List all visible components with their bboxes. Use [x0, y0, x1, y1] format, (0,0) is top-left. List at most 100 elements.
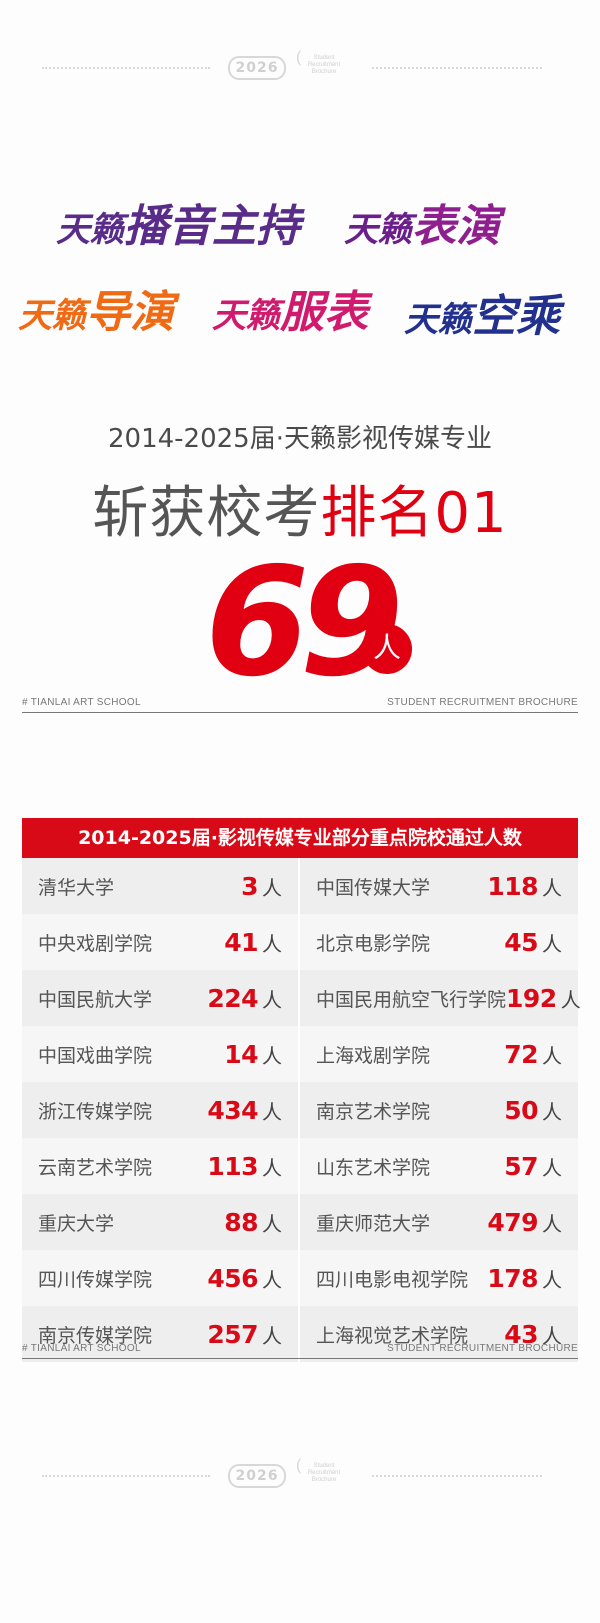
table-cell: 重庆师范大学 479 人 [300, 1194, 578, 1250]
table-cell: 南京传媒学院 257 人 [22, 1306, 300, 1362]
headline: 斩获校考排名01 [0, 468, 600, 549]
table-cell: 重庆大学 88 人 [22, 1194, 300, 1250]
school-name: 云南艺术学院 [38, 1156, 153, 1179]
pass-count: 456 [207, 1263, 258, 1293]
pass-count: 434 [207, 1095, 258, 1125]
school-name: 四川传媒学院 [38, 1268, 153, 1291]
school-name: 南京传媒学院 [38, 1324, 153, 1347]
school-name: 山东艺术学院 [316, 1156, 431, 1179]
tag-line: Recruitment [307, 62, 341, 68]
dotted-divider [42, 1475, 210, 1477]
school-name: 中央戏剧学院 [38, 932, 153, 955]
count-unit: 人 [262, 1155, 282, 1180]
tag-line: Student [313, 55, 335, 61]
table-cell: 上海视觉艺术学院 43 人 [300, 1306, 578, 1362]
table-cell: 上海戏剧学院 72 人 [300, 1026, 578, 1082]
pass-count: 178 [487, 1263, 538, 1293]
headline-highlight: 排名01 [320, 481, 508, 546]
school-name: 中国民航大学 [38, 988, 153, 1011]
table-cell: 云南艺术学院 113 人 [22, 1138, 300, 1194]
count-unit: 人 [542, 1043, 562, 1068]
logo-fashion-show: 天籁服表 [212, 287, 368, 338]
headline-prefix: 斩获校考 [92, 481, 321, 546]
year-badge: 2026 [228, 1464, 286, 1488]
footer-left-label: # TIANLAI ART SCHOOL [22, 1343, 141, 1354]
pass-count: 3 [241, 871, 258, 901]
dotted-divider [372, 1475, 542, 1477]
count-unit: 人 [542, 1323, 562, 1348]
footer-right-label: STUDENT RECRUITMENT BROCHURE [387, 697, 578, 708]
logo-directing: 天籁导演 [18, 287, 174, 338]
school-name: 中国传媒大学 [316, 876, 431, 899]
table-cell: 中央戏剧学院 41 人 [22, 914, 300, 970]
count-unit: 人 [560, 987, 581, 1012]
tag-line: Student [313, 1463, 335, 1469]
count-unit-badge: 人 [362, 624, 412, 674]
count-unit: 人 [262, 931, 282, 956]
table-cell: 北京电影学院 45 人 [300, 914, 578, 970]
table-cell: 中国传媒大学 118 人 [300, 858, 578, 914]
dotted-divider [372, 67, 542, 69]
pass-count: 479 [487, 1207, 538, 1237]
pass-count: 43 [504, 1319, 538, 1349]
pass-count: 224 [207, 983, 258, 1013]
table-cell: 四川电影电视学院 178 人 [300, 1250, 578, 1306]
school-name: 上海戏剧学院 [316, 1044, 431, 1067]
logo-flight-attendant: 天籁空乘 [404, 291, 560, 342]
pass-count: 88 [224, 1207, 258, 1237]
school-name: 上海视觉艺术学院 [316, 1324, 469, 1347]
count-unit: 人 [542, 1267, 562, 1292]
logo-acting: 天籁表演 [344, 201, 500, 252]
school-name: 重庆大学 [38, 1212, 115, 1235]
pass-count: 41 [224, 927, 258, 957]
count-unit: 人 [262, 875, 282, 900]
count-unit: 人 [542, 931, 562, 956]
count-unit: 人 [262, 1211, 282, 1236]
year-badge: 2026 [228, 56, 286, 80]
tag-line: Brochure [311, 1477, 337, 1483]
count-unit: 人 [262, 1043, 282, 1068]
count-unit: 人 [542, 1155, 562, 1180]
tag-line: Recruitment [307, 1470, 341, 1476]
footer-right-label: STUDENT RECRUITMENT BROCHURE [387, 1343, 578, 1354]
pass-count: 14 [224, 1039, 258, 1069]
count-unit: 人 [262, 987, 282, 1012]
table-cell: 清华大学 3 人 [22, 858, 300, 914]
table-title: 2014-2025届·影视传媒专业部分重点院校通过人数 [22, 818, 578, 858]
count-unit: 人 [542, 875, 562, 900]
pass-count: 118 [487, 871, 538, 901]
pass-count: 257 [207, 1319, 258, 1349]
table-cell: 中国戏曲学院 14 人 [22, 1026, 300, 1082]
school-name: 南京艺术学院 [316, 1100, 431, 1123]
brochure-tag: ( Student Recruitment Brochure [296, 1458, 348, 1484]
footer-rule [22, 712, 578, 713]
table-cell: 浙江传媒学院 434 人 [22, 1082, 300, 1138]
intro-subtitle: 2014-2025届·天籁影视传媒专业 [108, 424, 492, 454]
pass-count: 50 [504, 1095, 538, 1125]
footer-left-label: # TIANLAI ART SCHOOL [22, 697, 141, 708]
count-unit: 人 [542, 1211, 562, 1236]
pass-count: 72 [504, 1039, 538, 1069]
table-cell: 四川传媒学院 456 人 [22, 1250, 300, 1306]
school-name: 清华大学 [38, 876, 115, 899]
big-count: 69 [205, 536, 404, 710]
dotted-divider [42, 67, 210, 69]
school-name: 重庆师范大学 [316, 1212, 431, 1235]
table-cell: 中国民航大学 224 人 [22, 970, 300, 1026]
brochure-tag: ( Student Recruitment Brochure [296, 50, 348, 76]
table-rows: 清华大学 3 人中国传媒大学 118 人中央戏剧学院 41 人北京电影学院 45 人中国民航大学… [22, 858, 581, 1362]
school-name: 北京电影学院 [316, 932, 431, 955]
count-unit: 人 [542, 1099, 562, 1124]
tag-line: Brochure [311, 69, 337, 75]
logo-broadcasting: 天籁播音主持 [56, 201, 300, 252]
school-name: 四川电影电视学院 [316, 1268, 469, 1291]
school-name: 中国戏曲学院 [38, 1044, 153, 1067]
pass-count: 45 [504, 927, 538, 957]
school-name: 中国民用航空飞行学院 [316, 988, 507, 1011]
pass-count: 57 [504, 1151, 538, 1181]
table-cell: 南京艺术学院 50 人 [300, 1082, 578, 1138]
count-unit: 人 [262, 1323, 282, 1348]
table-cell: 山东艺术学院 57 人 [300, 1138, 578, 1194]
pass-count: 192 [506, 983, 557, 1013]
school-name: 浙江传媒学院 [38, 1100, 153, 1123]
